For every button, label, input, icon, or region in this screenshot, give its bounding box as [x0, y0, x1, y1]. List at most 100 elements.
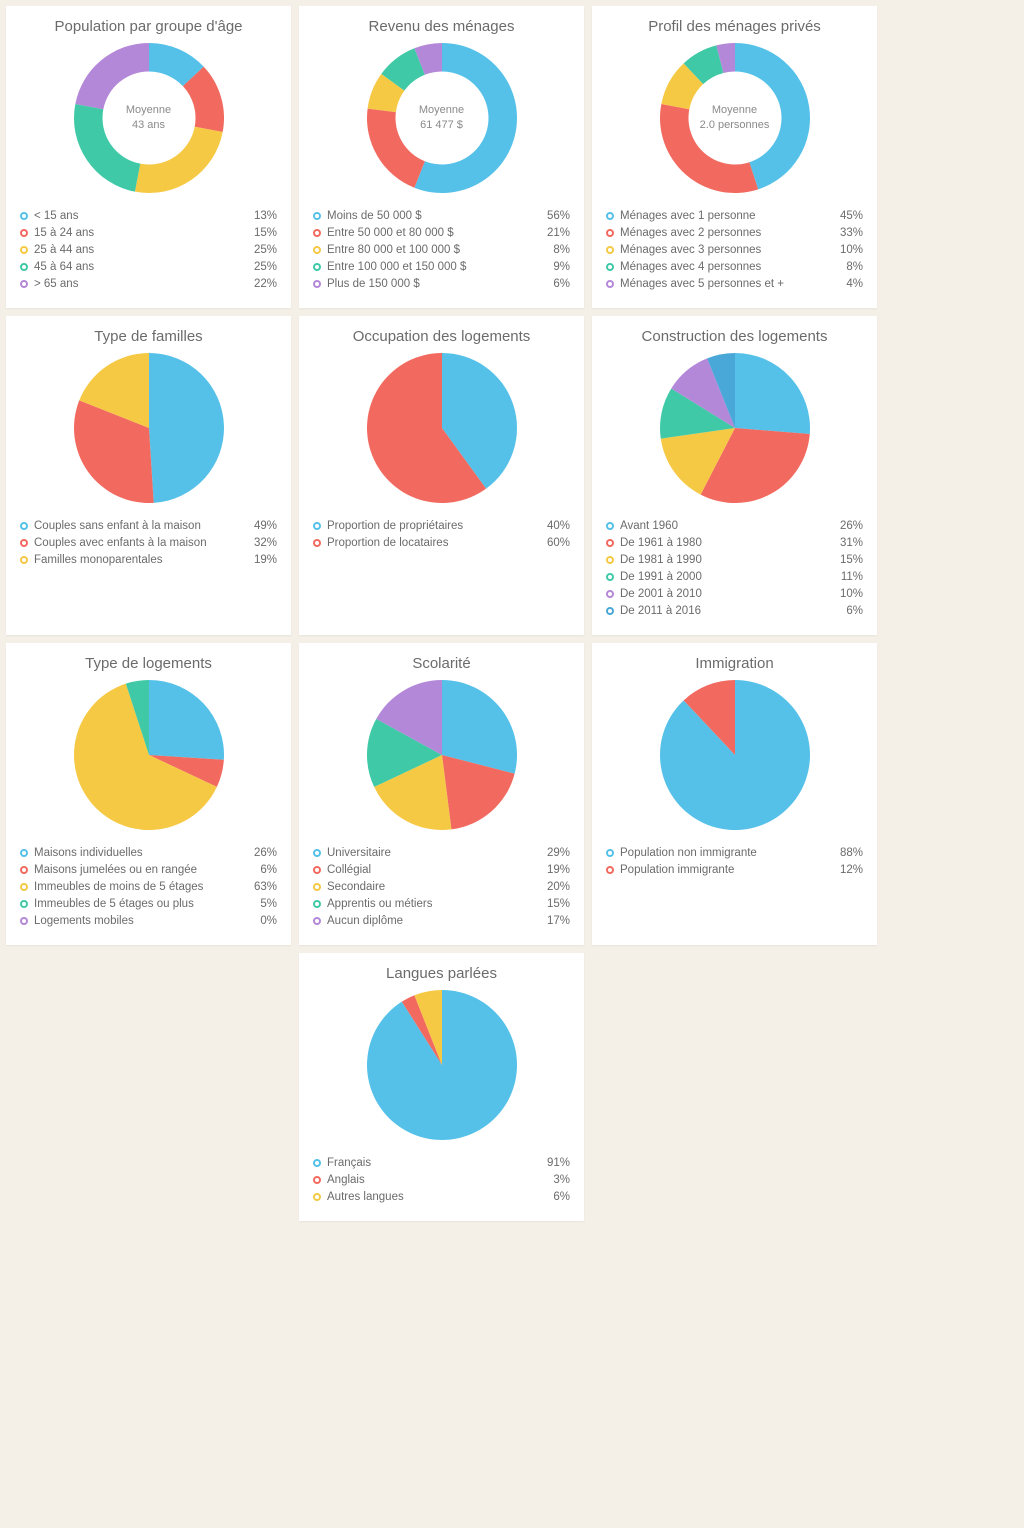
legend: Ménages avec 1 personne45%Ménages avec 2…: [606, 207, 863, 292]
legend-row: 45 à 64 ans25%: [20, 258, 277, 275]
legend-value: 26%: [840, 520, 863, 532]
legend-label: Entre 100 000 et 150 000 $: [327, 261, 466, 273]
legend-bullet-icon: [20, 917, 28, 925]
legend-row: Moins de 50 000 $56%: [313, 207, 570, 224]
legend-row: De 2011 à 2016 6%: [606, 602, 863, 619]
legend-value: 22%: [254, 278, 277, 290]
legend-value: 91%: [547, 1157, 570, 1169]
legend-label: Secondaire: [327, 881, 385, 893]
legend-row: Autres langues6%: [313, 1188, 570, 1205]
legend-row: De 1991 à 200011%: [606, 568, 863, 585]
chart-center-label: Moyenne43 ans: [126, 103, 171, 133]
legend-row: Aucun diplôme 17%: [313, 912, 570, 929]
pie-chart: [367, 680, 517, 830]
legend-row: Familles monoparentales19%: [20, 551, 277, 568]
legend-bullet-icon: [20, 212, 28, 220]
legend-value: 63%: [254, 881, 277, 893]
legend-label: De 2011 à 2016: [620, 605, 701, 617]
legend-label: 25 à 44 ans: [34, 244, 94, 256]
chart-wrap: [313, 353, 570, 503]
legend-row: Secondaire 20%: [313, 878, 570, 895]
legend-bullet-icon: [606, 212, 614, 220]
card-title: Type de logements: [20, 655, 277, 672]
legend-bullet-icon: [606, 522, 614, 530]
legend-value: 5%: [260, 898, 277, 910]
legend-value: 20%: [547, 881, 570, 893]
legend-value: 6%: [846, 605, 863, 617]
legend-row: Universitaire29%: [313, 844, 570, 861]
legend-value: 19%: [254, 554, 277, 566]
legend-row: Proportion de propriétaires40%: [313, 517, 570, 534]
legend-bullet-icon: [20, 883, 28, 891]
legend-value: 4%: [846, 278, 863, 290]
legend-label: Avant 1960: [620, 520, 678, 532]
chart-wrap: Moyenne2.0 personnes: [606, 43, 863, 193]
chart-wrap: [313, 680, 570, 830]
chart-wrap: [606, 680, 863, 830]
legend: Couples sans enfant à la maison49%Couple…: [20, 517, 277, 568]
legend-value: 31%: [840, 537, 863, 549]
legend-label: Français: [327, 1157, 371, 1169]
legend-bullet-icon: [20, 263, 28, 271]
chart-wrap: [606, 353, 863, 503]
center-line1: Moyenne: [126, 103, 171, 118]
legend-row: Population immigrante12%: [606, 861, 863, 878]
legend-value: 19%: [547, 864, 570, 876]
legend-label: Immeubles de 5 étages ou plus: [34, 898, 194, 910]
chart-center-label: Moyenne2.0 personnes: [700, 103, 770, 133]
legend-row: Population non immigrante88%: [606, 844, 863, 861]
legend-row: De 2001 à 201010%: [606, 585, 863, 602]
legend-row: Plus de 150 000 $6%: [313, 275, 570, 292]
legend-bullet-icon: [20, 246, 28, 254]
legend-value: 56%: [547, 210, 570, 222]
stat-card: Langues parléesFrançais91%Anglais3%Autre…: [299, 953, 584, 1221]
legend-bullet-icon: [313, 917, 321, 925]
center-line2: 61 477 $: [419, 118, 464, 133]
legend-row: De 1981 à 199015%: [606, 551, 863, 568]
stat-card: ImmigrationPopulation non immigrante88%P…: [592, 643, 877, 945]
legend-label: Population immigrante: [620, 864, 734, 876]
donut-chart: Moyenne61 477 $: [367, 43, 517, 193]
card-title: Immigration: [606, 655, 863, 672]
legend: Français91%Anglais3%Autres langues6%: [313, 1154, 570, 1205]
pie-chart: [367, 353, 517, 503]
legend-bullet-icon: [313, 1159, 321, 1167]
legend-bullet-icon: [313, 522, 321, 530]
legend-bullet-icon: [606, 573, 614, 581]
chart-wrap: [20, 353, 277, 503]
legend-row: Ménages avec 2 personnes33%: [606, 224, 863, 241]
legend-bullet-icon: [606, 539, 614, 547]
legend-label: Aucun diplôme: [327, 915, 403, 927]
pie-chart: [367, 990, 517, 1140]
legend-row: 15 à 24 ans15%: [20, 224, 277, 241]
legend: Population non immigrante88%Population i…: [606, 844, 863, 878]
legend-label: Proportion de locataires: [327, 537, 448, 549]
legend-bullet-icon: [313, 263, 321, 271]
legend-label: Immeubles de moins de 5 étages: [34, 881, 203, 893]
legend-value: 6%: [260, 864, 277, 876]
legend-label: Ménages avec 3 personnes: [620, 244, 761, 256]
legend-label: Autres langues: [327, 1191, 404, 1203]
legend-value: 11%: [841, 571, 863, 583]
legend-value: 40%: [547, 520, 570, 532]
legend-value: 17%: [547, 915, 570, 927]
legend-bullet-icon: [606, 556, 614, 564]
legend-value: 45%: [840, 210, 863, 222]
legend-bullet-icon: [606, 866, 614, 874]
legend-bullet-icon: [606, 849, 614, 857]
legend-row: Immeubles de 5 étages ou plus 5%: [20, 895, 277, 912]
legend-value: 25%: [254, 244, 277, 256]
legend-value: 10%: [840, 588, 863, 600]
legend-label: De 1961 à 1980: [620, 537, 702, 549]
legend-value: 33%: [840, 227, 863, 239]
legend-value: 49%: [254, 520, 277, 532]
legend-label: Entre 50 000 et 80 000 $: [327, 227, 454, 239]
center-line1: Moyenne: [419, 103, 464, 118]
legend-row: De 1961 à 1980 31%: [606, 534, 863, 551]
legend-label: Maisons jumelées ou en rangée: [34, 864, 197, 876]
legend-row: Français 91%: [313, 1154, 570, 1171]
legend-bullet-icon: [20, 900, 28, 908]
legend-row: Maisons individuelles26%: [20, 844, 277, 861]
stat-card: Type de famillesCouples sans enfant à la…: [6, 316, 291, 635]
legend: Maisons individuelles26% Maisons jumelées…: [20, 844, 277, 929]
